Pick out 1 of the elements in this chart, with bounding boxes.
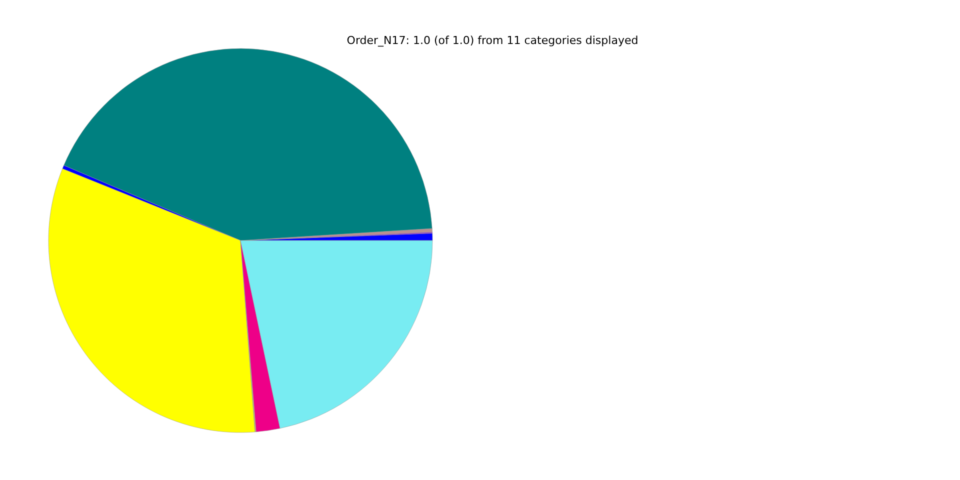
text: Order_N17: 1.0 (of 1.0) from 11 categories displayed [346,34,638,47]
